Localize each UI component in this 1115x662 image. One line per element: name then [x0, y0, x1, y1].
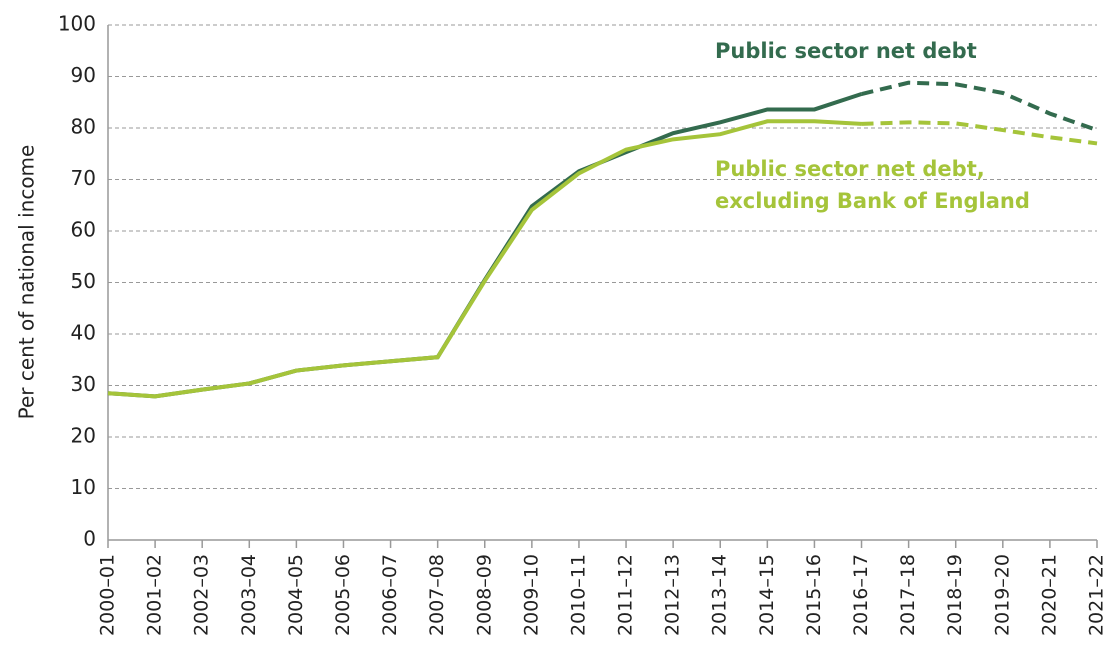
y-tick-label: 80 [71, 115, 96, 139]
y-tick-label: 20 [71, 424, 96, 448]
forecast-line [861, 80, 1098, 132]
y-tick-label: 70 [71, 166, 96, 190]
y-axis-label: Per cent of national income [15, 145, 39, 420]
x-tick-label: 2018–19 [944, 554, 966, 636]
x-tick-label: 2010–11 [567, 554, 589, 636]
y-tick-label: 30 [71, 372, 96, 396]
y-tick-label: 40 [71, 321, 96, 345]
x-tick-label: 2004–05 [285, 554, 307, 636]
x-tick-label: 2013–14 [709, 554, 731, 636]
x-tick-label: 2002–03 [191, 554, 213, 636]
x-tick-label: 2021–22 [1086, 554, 1108, 636]
x-tick-label: 2014–15 [756, 554, 778, 636]
x-tick-label: 2015–16 [803, 554, 825, 636]
x-tick-label: 2012–13 [662, 554, 684, 636]
x-tick-label: 2003–04 [238, 554, 260, 636]
x-tick-label: 2016–17 [850, 554, 872, 636]
x-tick-label: 2005–06 [332, 554, 354, 636]
x-tick-label: 2006–07 [379, 554, 401, 636]
line [107, 92, 863, 399]
x-tick-label: 2001–02 [144, 554, 166, 636]
x-tick-label: 2007–08 [426, 554, 448, 636]
x-tick-label: 2008–09 [473, 554, 495, 636]
x-tick-label: 2009–10 [520, 554, 542, 636]
x-tick-label: 2019–20 [991, 554, 1013, 636]
line [107, 119, 862, 399]
y-tick-label: 90 [71, 63, 96, 87]
series-annotation: Public sector net debt, [715, 157, 985, 181]
y-tick-label: 60 [71, 218, 96, 242]
x-tick-label: 2017–18 [897, 554, 919, 636]
x-tick-label: 2020–21 [1038, 554, 1060, 636]
y-tick-label: 0 [83, 527, 96, 551]
y-tick-label: 100 [58, 12, 96, 36]
series-annotation: Public sector net debt [715, 39, 977, 63]
y-tick-label: 10 [71, 475, 96, 499]
series-annotation: excluding Bank of England [715, 189, 1030, 213]
x-tick-label: 2011–12 [615, 554, 637, 636]
x-tick-label: 2000–01 [97, 554, 119, 636]
y-tick-label: 50 [71, 269, 96, 293]
forecast-line [861, 120, 1098, 146]
